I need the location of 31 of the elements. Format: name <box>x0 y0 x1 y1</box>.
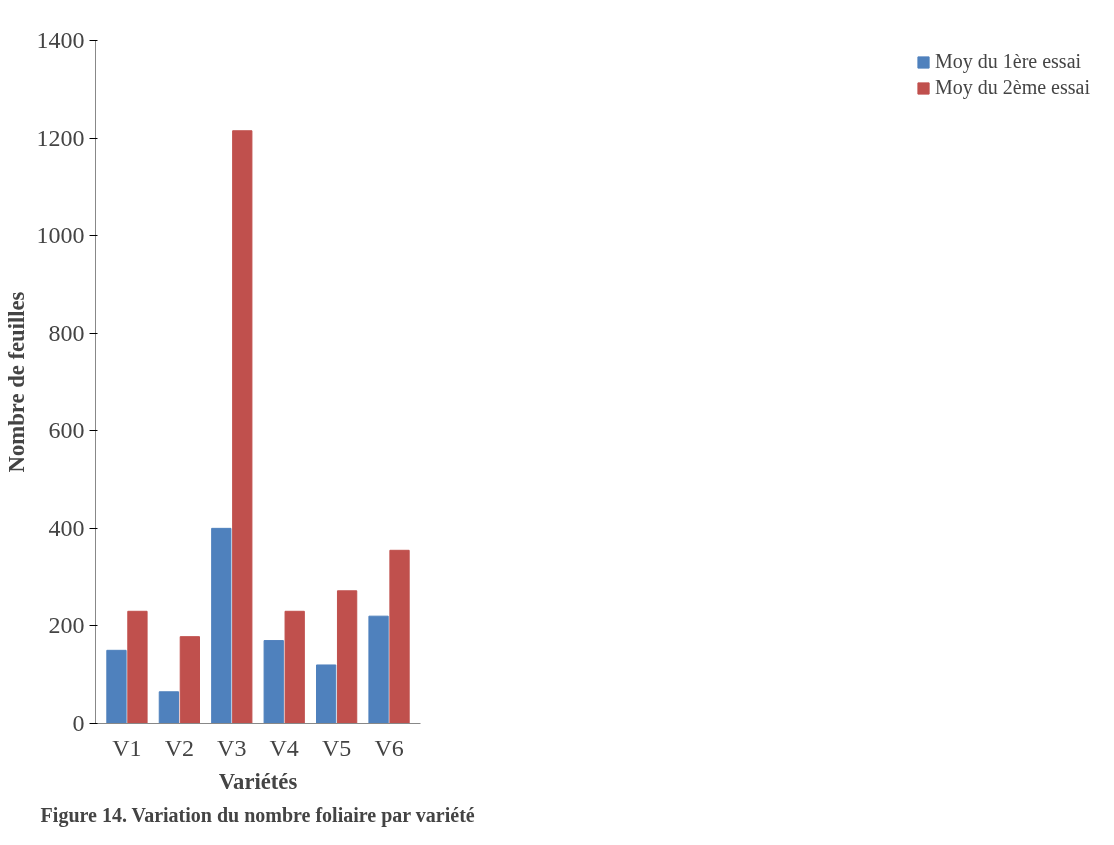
y-tick-label: 1400 <box>36 27 85 53</box>
legend-label: Moy du 2ème essai <box>935 76 1090 99</box>
legend-label: Moy du 1ère essai <box>935 50 1082 73</box>
y-tick-label: 600 <box>48 417 85 444</box>
bar <box>211 527 232 724</box>
y-tick-label: 1000 <box>36 222 85 249</box>
bar <box>127 610 148 724</box>
bar <box>158 691 180 724</box>
bar <box>232 130 253 724</box>
x-tick-label: V4 <box>269 734 299 761</box>
x-tick-label: V5 <box>321 734 352 761</box>
y-tick-label: 200 <box>48 612 85 639</box>
bar <box>389 549 410 724</box>
y-tick-label: 1200 <box>36 124 85 151</box>
caption: Figure 14. Variation du nombre foliaire par variété <box>40 803 475 827</box>
bar <box>263 640 284 724</box>
bar <box>336 590 358 724</box>
x-axis-title: Variétés <box>218 768 298 794</box>
bar <box>284 610 305 724</box>
bar <box>316 664 337 724</box>
bar <box>179 636 200 724</box>
y-axis-title: Nombre de feuilles <box>3 291 29 473</box>
x-tick-label: V2 <box>164 734 195 761</box>
y-tick-label: 0 <box>72 710 85 736</box>
x-tick-label: V3 <box>217 734 247 761</box>
x-tick-label: V6 <box>374 734 404 761</box>
bar <box>368 615 389 724</box>
y-tick-label: 800 <box>48 319 85 346</box>
bar <box>106 649 127 724</box>
x-tick-label: V1 <box>112 734 142 761</box>
y-tick-label: 400 <box>48 514 85 541</box>
